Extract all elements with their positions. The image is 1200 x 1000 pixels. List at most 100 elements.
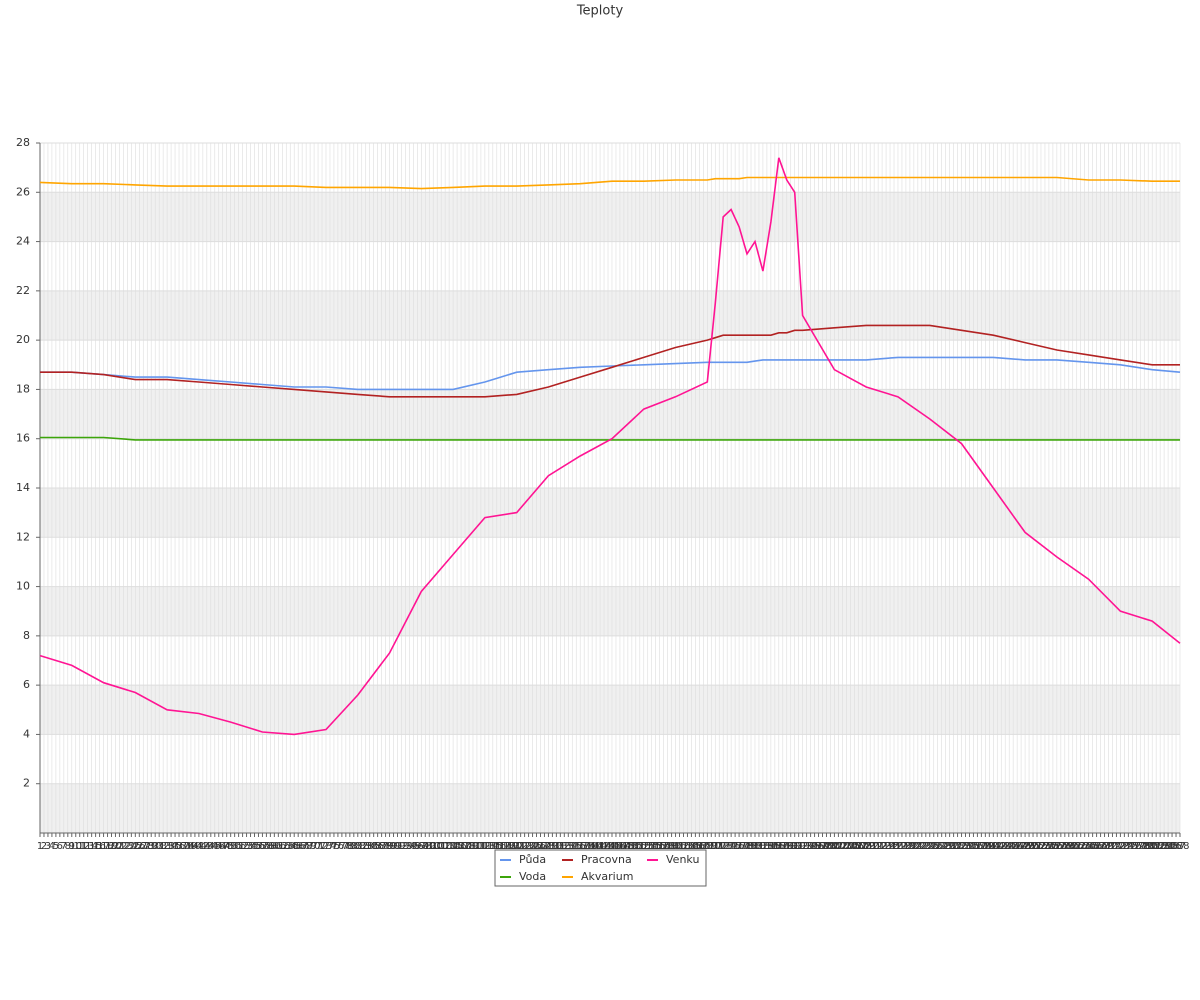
y-tick-label: 16 [16,432,30,445]
x-tick-label: 269 [1095,841,1114,852]
x-tick-label: 19 [105,841,118,852]
x-tick-label: 193 [793,841,812,852]
y-tick-label: 28 [16,136,30,149]
x-tick-label: 85 [367,841,380,852]
x-tick-label: 26 [133,841,146,852]
x-tick-label: 242 [988,841,1007,852]
x-tick-label: 228 [932,841,951,852]
x-tick-label: 215 [880,841,899,852]
x-tick-label: 162 [670,841,689,852]
x-tick-label: 179 [737,841,756,852]
x-tick-label: 138 [575,841,594,852]
x-tick-label: 15 [89,841,102,852]
y-tick-label: 20 [16,333,30,346]
x-tick-label: 17 [97,841,110,852]
x-tick-label: 121 [507,841,526,852]
grid-band [40,685,1180,735]
x-tick-label: 196 [805,841,824,852]
x-tick-label: 10 [69,841,82,852]
x-tick-label: 219 [896,841,915,852]
x-tick-label: 218 [892,841,911,852]
grid-band [40,783,1180,833]
x-tick-label: 24 [125,841,138,852]
x-tick-label: 194 [797,841,816,852]
x-tick-label: 33 [161,841,174,852]
x-tick-label: 116 [487,841,506,852]
x-tick-label: 284 [1155,841,1174,852]
x-tick-label: 202 [829,841,848,852]
x-tick-label: 70 [308,841,321,852]
x-tick-label: 99 [423,841,436,852]
y-tick-label: 24 [16,235,30,248]
x-tick-label: 81 [351,841,364,852]
x-tick-label: 257 [1047,841,1066,852]
x-tick-label: 141 [587,841,606,852]
grid-band [40,586,1180,636]
x-tick-label: 247 [1008,841,1027,852]
chart-title: Teploty [576,4,624,19]
x-tick-label: 222 [908,841,927,852]
x-tick-label: 268 [1091,841,1110,852]
x-tick-label: 233 [952,841,971,852]
x-tick-label: 229 [936,841,955,852]
x-tick-label: 260 [1059,841,1078,852]
x-tick-label: 175 [722,841,741,852]
line-series [39,157,1181,736]
x-tick-label: 38 [181,841,194,852]
y-tick-label: 18 [16,382,30,395]
x-tick-label: 156 [646,841,665,852]
x-tick-label: 102 [432,841,451,852]
x-tick-label: 11 [73,841,86,852]
x-tick-label: 113 [475,841,494,852]
x-tick-label: 107 [451,841,470,852]
x-tick-label: 239 [976,841,995,852]
x-tick-label: 278 [1131,841,1150,852]
x-tick-label: 108 [455,841,474,852]
x-tick-label: 165 [682,841,701,852]
legend-label: Pracovna [581,853,632,866]
x-tick-label: 203 [833,841,852,852]
x-tick-label: 4 [49,841,55,852]
y-tick-label: 4 [23,727,30,740]
x-tick-label: 29 [145,841,158,852]
x-tick-label: 281 [1143,841,1162,852]
x-tick-label: 206 [845,841,864,852]
x-tick-label: 155 [642,841,661,852]
x-tick-label: 20 [109,841,122,852]
grid-band [40,290,1180,341]
x-tick-label: 134 [559,841,578,852]
x-tick-label: 124 [519,841,538,852]
x-tick-label: 47 [216,841,229,852]
x-tick-label: 217 [888,841,907,852]
x-tick-label: 209 [857,841,876,852]
x-tick-label: 31 [153,841,166,852]
x-tick-label: 144 [598,841,617,852]
x-tick-label: 94 [403,841,416,852]
x-tick-label: 237 [968,841,987,852]
x-tick-label: 27 [137,841,150,852]
x-tick-label: 146 [606,841,625,852]
x-tick-label: 265 [1079,841,1098,852]
x-tick-label: 186 [765,841,784,852]
x-tick-label: 89 [383,841,396,852]
x-tick-label: 176 [726,841,745,852]
legend-label: Voda [519,870,546,883]
x-tick-label: 164 [678,841,697,852]
x-tick-label: 238 [972,841,991,852]
x-tick-label: 195 [801,841,820,852]
x-tick-label: 110 [463,841,482,852]
x-tick-label: 42 [196,841,209,852]
x-tick-label: 25 [129,841,142,852]
x-tick-label: 283 [1151,841,1170,852]
x-tick-label: 2 [41,841,47,852]
x-tick-label: 133 [555,841,574,852]
x-tick-label: 80 [347,841,360,852]
x-tick-label: 58 [260,841,273,852]
x-tick-label: 73 [320,841,333,852]
x-tick-label: 126 [527,841,546,852]
x-tick-label: 192 [789,841,808,852]
x-tick-label: 16 [93,841,106,852]
x-tick-label: 246 [1004,841,1023,852]
x-tick-label: 39 [185,841,198,852]
x-tick-label: 167 [690,841,709,852]
